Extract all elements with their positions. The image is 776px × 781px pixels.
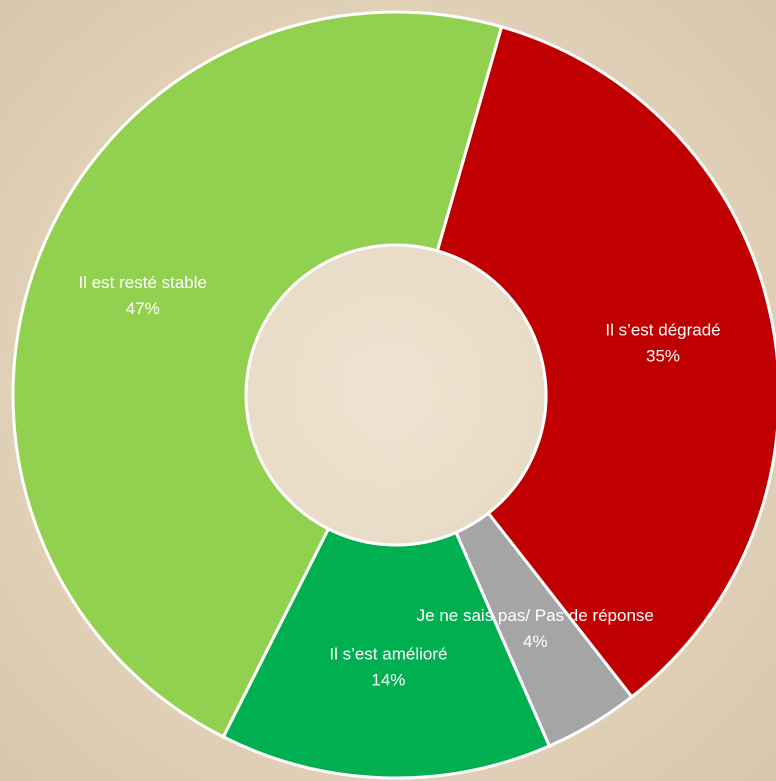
slice-value-label: 4% [523,632,548,651]
slice-label: Il s’est amélioré [329,644,447,663]
donut-slice [11,10,504,739]
slice-value-label: 14% [371,670,405,689]
slice-value-label: 47% [126,299,160,318]
donut-slice [221,526,552,780]
donut-slice [435,24,776,699]
slice-value-label: 35% [646,347,680,366]
slice-label: Je ne sais pas/ Pas de réponse [417,606,654,625]
slice-label: Il est resté stable [78,273,207,292]
slice-label: Il s’est dégradé [605,321,720,340]
